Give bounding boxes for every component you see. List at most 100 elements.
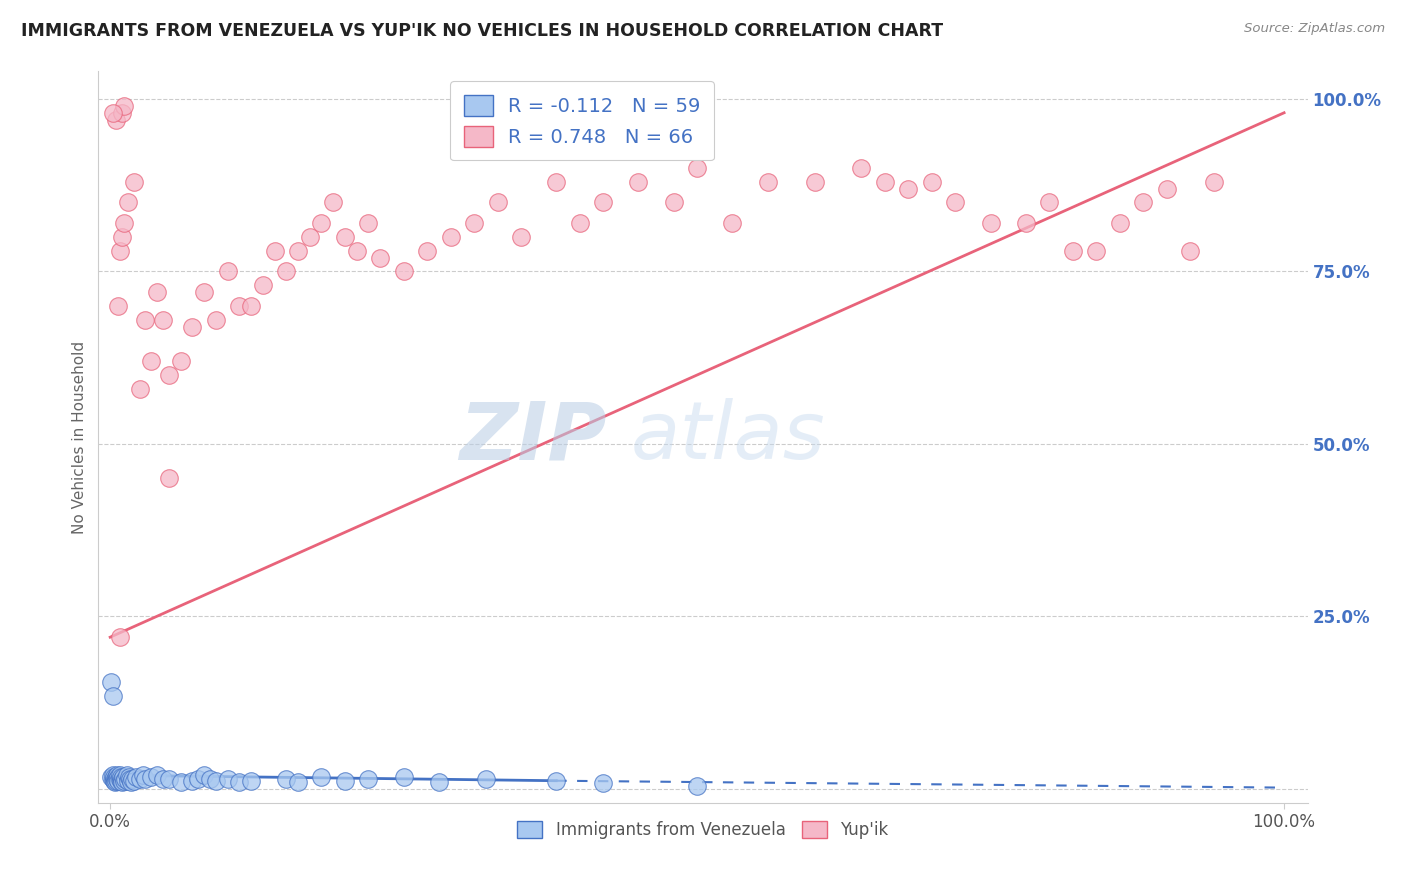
Point: [101, 689, 124, 703]
Point: [287, 244, 309, 258]
Point: [187, 772, 209, 786]
Point: [101, 768, 124, 782]
Point: [104, 775, 127, 789]
Point: [114, 772, 136, 786]
Point: [486, 195, 509, 210]
Point: [627, 175, 650, 189]
Point: [439, 230, 461, 244]
Point: [152, 312, 174, 326]
Point: [122, 175, 145, 189]
Point: [1062, 244, 1084, 258]
Point: [204, 312, 226, 326]
Point: [873, 175, 896, 189]
Point: [546, 175, 568, 189]
Point: [134, 312, 156, 326]
Point: [333, 230, 356, 244]
Point: [463, 216, 485, 230]
Point: [1038, 195, 1060, 210]
Point: [169, 775, 191, 789]
Point: [346, 244, 368, 258]
Point: [157, 772, 180, 786]
Point: [118, 770, 141, 784]
Point: [100, 675, 122, 690]
Point: [311, 770, 333, 784]
Point: [141, 770, 163, 784]
Point: [146, 285, 169, 300]
Text: IMMIGRANTS FROM VENEZUELA VS YUP'IK NO VEHICLES IN HOUSEHOLD CORRELATION CHART: IMMIGRANTS FROM VENEZUELA VS YUP'IK NO V…: [21, 22, 943, 40]
Point: [103, 773, 125, 788]
Point: [112, 770, 135, 784]
Point: [100, 770, 122, 784]
Point: [110, 770, 132, 784]
Point: [105, 770, 128, 784]
Point: [851, 161, 873, 175]
Point: [198, 772, 221, 786]
Point: [416, 244, 439, 258]
Y-axis label: No Vehicles in Household: No Vehicles in Household: [72, 341, 87, 533]
Point: [157, 368, 180, 382]
Point: [146, 768, 169, 782]
Point: [112, 773, 135, 788]
Point: [568, 216, 591, 230]
Legend: Immigrants from Venezuela, Yup'ik: Immigrants from Venezuela, Yup'ik: [510, 814, 896, 846]
Point: [120, 775, 142, 789]
Point: [141, 354, 163, 368]
Point: [105, 773, 128, 788]
Point: [980, 216, 1002, 230]
Point: [592, 776, 614, 790]
Point: [125, 770, 148, 784]
Point: [107, 773, 129, 788]
Point: [103, 770, 125, 784]
Point: [107, 770, 129, 784]
Point: [105, 768, 128, 782]
Point: [112, 216, 135, 230]
Point: [104, 772, 127, 786]
Point: [1015, 216, 1038, 230]
Point: [392, 770, 415, 784]
Point: [475, 772, 498, 786]
Point: [662, 195, 685, 210]
Point: [240, 773, 263, 788]
Point: [368, 251, 391, 265]
Point: [357, 216, 380, 230]
Point: [510, 230, 533, 244]
Point: [108, 768, 131, 782]
Point: [686, 161, 709, 175]
Point: [333, 773, 356, 788]
Point: [181, 319, 204, 334]
Point: [686, 779, 709, 793]
Point: [311, 216, 333, 230]
Point: [105, 112, 128, 127]
Point: [193, 768, 215, 782]
Point: [322, 195, 344, 210]
Point: [111, 772, 134, 786]
Point: [252, 278, 274, 293]
Point: [228, 775, 250, 789]
Point: [134, 772, 156, 786]
Point: [1202, 175, 1225, 189]
Point: [111, 775, 134, 789]
Point: [117, 195, 139, 210]
Point: [121, 772, 143, 786]
Point: [128, 382, 150, 396]
Point: [105, 772, 128, 786]
Text: Source: ZipAtlas.com: Source: ZipAtlas.com: [1244, 22, 1385, 36]
Point: [228, 299, 250, 313]
Point: [357, 772, 380, 786]
Point: [1085, 244, 1108, 258]
Point: [120, 772, 142, 786]
Point: [897, 182, 920, 196]
Point: [1180, 244, 1202, 258]
Point: [240, 299, 263, 313]
Point: [108, 772, 131, 786]
Point: [756, 175, 779, 189]
Point: [110, 773, 132, 788]
Text: ZIP: ZIP: [458, 398, 606, 476]
Point: [592, 195, 614, 210]
Point: [122, 773, 145, 788]
Point: [1156, 182, 1178, 196]
Point: [128, 772, 150, 786]
Point: [217, 772, 239, 786]
Point: [112, 99, 135, 113]
Point: [1108, 216, 1130, 230]
